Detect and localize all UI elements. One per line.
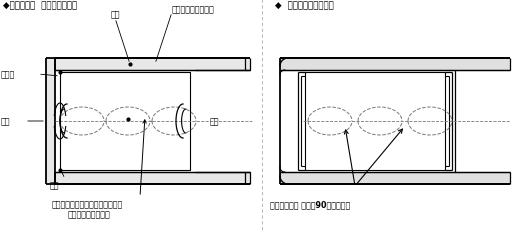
Bar	[280, 59, 510, 71]
Text: 保持架内径、外径采用密封弧形，: 保持架内径、外径采用密封弧形，	[52, 199, 123, 208]
Text: 尾子: 尾子	[110, 10, 120, 19]
Text: 外径: 外径	[1, 117, 10, 126]
Text: ◆  现行品（变速筱用）: ◆ 现行品（变速筱用）	[275, 1, 334, 10]
Text: ◆新开发品（  扛矩转换器用）: ◆新开发品（ 扛矩转换器用）	[3, 1, 77, 10]
Text: 保持架内径， 外径成90度弯曲形状: 保持架内径， 外径成90度弯曲形状	[270, 199, 350, 208]
Text: 内径: 内径	[210, 117, 219, 126]
Bar	[195, 59, 250, 71]
Bar	[46, 59, 55, 184]
Text: 增强了保持架的强度: 增强了保持架的强度	[68, 209, 111, 218]
Bar	[280, 172, 510, 184]
Bar	[55, 172, 195, 184]
Bar	[305, 73, 445, 170]
Text: 尾子: 尾子	[50, 181, 59, 190]
Bar	[55, 59, 195, 71]
Text: 滚子（特殊热处理）: 滚子（特殊热处理）	[172, 5, 215, 14]
Text: 保持架: 保持架	[1, 70, 15, 79]
Bar	[195, 172, 250, 184]
Bar	[60, 73, 190, 170]
